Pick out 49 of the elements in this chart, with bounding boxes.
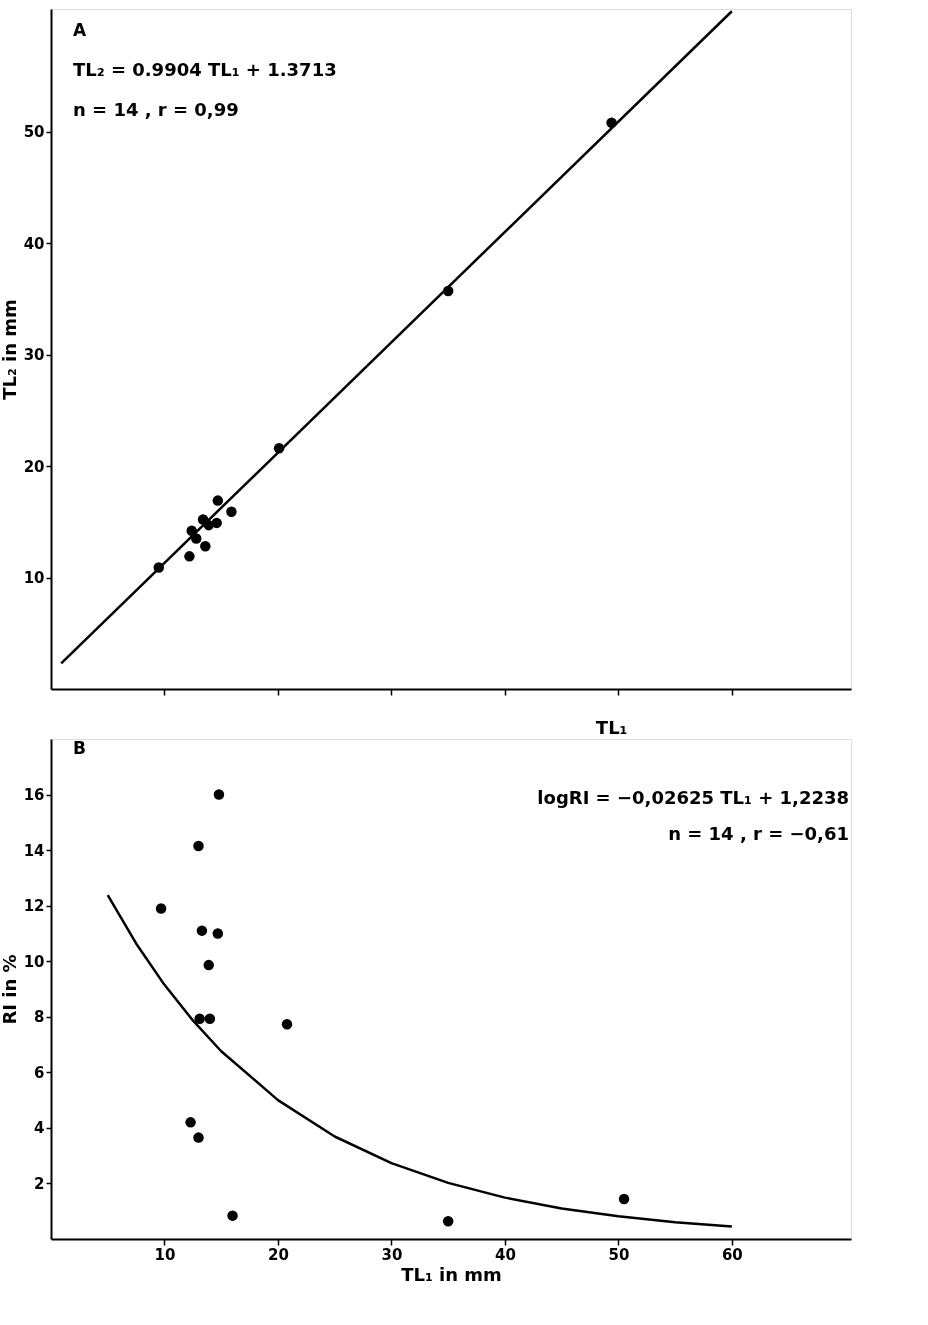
- x-tick-label: 40: [494, 1245, 516, 1264]
- x-tick-label: 30: [381, 1245, 403, 1264]
- point: [194, 1013, 205, 1024]
- line-series: [106, 893, 734, 1228]
- point: [200, 541, 211, 552]
- point: [185, 1117, 196, 1128]
- y-tick-label: 2: [34, 1174, 45, 1193]
- point: [442, 1215, 454, 1227]
- point: [281, 1019, 293, 1030]
- y-axis-title: TL₂ in mm: [0, 299, 20, 400]
- y-tick-label: 14: [23, 841, 45, 860]
- y-tick-label: 10: [23, 569, 45, 588]
- y-tick-label: 40: [23, 234, 45, 253]
- annotation: B: [73, 738, 86, 758]
- x-axis-title: TL₁: [595, 716, 628, 738]
- x-tick-label: 10: [154, 1245, 176, 1264]
- y-tick-label: 30: [23, 346, 45, 365]
- x-tick-label: 20: [268, 1245, 289, 1264]
- x-axis-title: TL₁ in mm: [401, 1263, 502, 1285]
- point: [193, 840, 204, 852]
- point: [227, 1210, 238, 1221]
- y-tick-label: 16: [23, 786, 45, 805]
- y-tick-label: 8: [34, 1008, 45, 1027]
- point: [193, 1132, 204, 1143]
- annotation: TL₂ = 0.9904 TL₁ + 1.3713: [73, 59, 337, 80]
- point: [155, 903, 167, 914]
- point: [226, 506, 237, 517]
- point: [196, 925, 208, 936]
- x-tick-label: 60: [721, 1245, 743, 1264]
- annotation: A: [73, 20, 87, 40]
- y-tick-label: 6: [34, 1063, 45, 1082]
- y-tick-label: 4: [34, 1119, 45, 1138]
- point: [204, 1013, 216, 1024]
- y-tick-label: 50: [23, 123, 45, 142]
- y-tick-label: 20: [23, 457, 45, 476]
- y-tick-label: 12: [23, 897, 45, 916]
- point: [213, 789, 225, 800]
- point: [212, 495, 224, 506]
- annotation: n = 14 , r = 0,99: [73, 99, 239, 120]
- point: [203, 959, 214, 971]
- point: [211, 517, 222, 529]
- point: [212, 928, 224, 939]
- point: [184, 551, 195, 562]
- annotation: logRI = −0,02625 TL₁ + 1,2238: [537, 787, 849, 808]
- x-tick-label: 50: [608, 1245, 630, 1264]
- point: [618, 1193, 630, 1205]
- y-tick-label: 10: [23, 952, 45, 971]
- annotation: n = 14 , r = −0,61: [668, 823, 849, 844]
- y-axis-title: RI in %: [0, 954, 20, 1025]
